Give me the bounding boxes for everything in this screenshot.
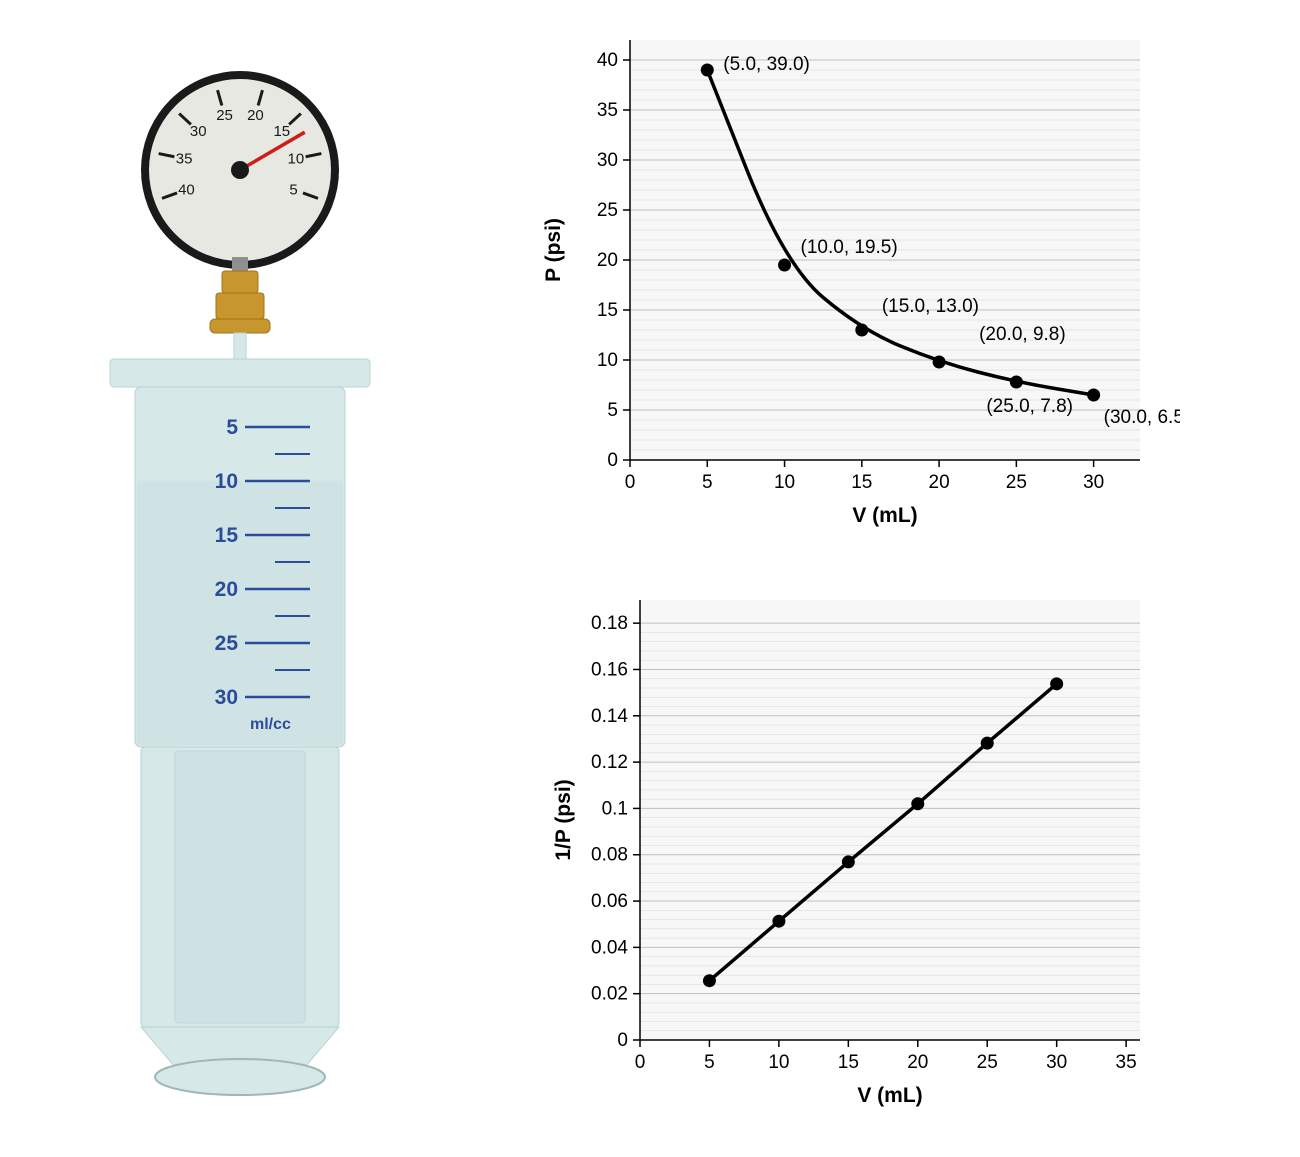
y-tick-label: 0.14: [591, 706, 628, 727]
y-axis-label: 1/P (psi): [552, 779, 575, 860]
syringe-scale-label: 15: [215, 524, 239, 547]
data-point: [981, 737, 994, 750]
syringe-scale-label: 25: [215, 632, 239, 655]
x-tick-label: 25: [1006, 472, 1027, 493]
x-tick-label: 10: [768, 1052, 789, 1073]
point-label: (5.0, 39.0): [723, 54, 810, 75]
data-point: [1010, 376, 1023, 389]
syringe-base: [155, 1059, 325, 1095]
gauge-tick-label: 15: [273, 123, 290, 140]
x-tick-label: 20: [907, 1052, 928, 1073]
data-point: [772, 915, 785, 928]
x-tick-label: 35: [1116, 1052, 1137, 1073]
gauge-tick-label: 10: [288, 151, 305, 168]
data-point: [778, 259, 791, 272]
gauge-hub: [231, 161, 249, 179]
x-tick-label: 20: [929, 472, 950, 493]
chart-p-vs-v: 0 5 10 15 20 25 30 0 5 10 15 20 25 30 35 40 V (mL) P (psi…: [520, 20, 1220, 540]
brass-collar: [210, 319, 270, 333]
x-tick-label: 0: [625, 472, 636, 493]
gauge-tick-label: 35: [176, 151, 193, 168]
syringe-tip: [234, 333, 246, 359]
gauge-tick-label: 20: [247, 107, 264, 124]
x-tick-label: 25: [977, 1052, 998, 1073]
charts-panel: 0 5 10 15 20 25 30 0 5 10 15 20 25 30 35 40 V (mL) P (psi…: [520, 20, 1220, 1120]
figure-container: 5 10 15 20 25 30 35 40 5 10 15 20 25 30 ml/cc 0 5 10 15 20…: [20, 20, 1280, 1120]
y-tick-label: 25: [597, 200, 618, 221]
y-axis-label: P (psi): [542, 218, 565, 282]
chart-p-vs-v-svg: 0 5 10 15 20 25 30 0 5 10 15 20 25 30 35 40 V (mL) P (psi…: [520, 20, 1180, 540]
chart-invp-vs-v-svg: 0 5 10 15 20 25 30 35 0 0.02 0.04 0.06 0.08 0.1 0.12 0.…: [520, 580, 1180, 1120]
data-point: [1050, 677, 1063, 690]
syringe-scale-label: 20: [215, 578, 238, 601]
gauge-tick-label: 40: [178, 181, 195, 198]
x-tick-label: 15: [851, 472, 872, 493]
chart-invp-vs-v: 0 5 10 15 20 25 30 35 0 0.02 0.04 0.06 0.08 0.1 0.12 0.…: [520, 580, 1220, 1120]
y-tick-label: 0: [607, 450, 618, 471]
gauge-tick-label: 5: [289, 181, 297, 198]
data-point: [911, 797, 924, 810]
y-tick-label: 0.18: [591, 613, 628, 634]
y-tick-label: 0.16: [591, 659, 628, 680]
y-tick-label: 15: [597, 300, 618, 321]
x-tick-label: 5: [702, 472, 713, 493]
y-tick-label: 40: [597, 50, 618, 71]
x-tick-label: 30: [1083, 472, 1104, 493]
x-tick-label: 0: [635, 1052, 646, 1073]
y-tick-label: 30: [597, 150, 618, 171]
syringe-scale-label: 5: [226, 416, 238, 439]
brass-fitting: [216, 293, 264, 319]
data-point: [855, 324, 868, 337]
data-point: [701, 64, 714, 77]
point-label: (30.0, 6.5): [1104, 407, 1180, 428]
gauge-tick-label: 30: [190, 123, 207, 140]
y-tick-label: 0.06: [591, 891, 628, 912]
y-tick-label: 20: [597, 250, 618, 271]
y-tick-label: 0.02: [591, 984, 628, 1005]
syringe-illustration: 5 10 15 20 25 30 35 40 5 10 15 20 25 30 ml/cc: [60, 60, 420, 1100]
point-label: (15.0, 13.0): [882, 296, 979, 317]
y-tick-label: 0.04: [591, 937, 628, 958]
x-tick-label: 30: [1046, 1052, 1067, 1073]
syringe-plunger-inner: [175, 751, 305, 1023]
y-tick-label: 5: [607, 400, 618, 421]
data-point: [842, 855, 855, 868]
y-tick-label: 10: [597, 350, 618, 371]
syringe-panel: 5 10 15 20 25 30 35 40 5 10 15 20 25 30 ml/cc: [20, 20, 460, 1100]
gauge-tick-label: 25: [216, 107, 233, 124]
y-tick-label: 0.12: [591, 752, 628, 773]
x-axis-label: V (mL): [857, 1084, 922, 1107]
x-tick-label: 5: [704, 1052, 715, 1073]
syringe-flange: [110, 359, 370, 387]
syringe-plunger-head: [137, 481, 343, 745]
y-tick-label: 0.08: [591, 845, 628, 866]
x-tick-label: 10: [774, 472, 795, 493]
data-point: [703, 974, 716, 987]
syringe-unit-label: ml/cc: [250, 716, 291, 733]
point-label: (25.0, 7.8): [986, 396, 1073, 417]
y-tick-label: 0.1: [602, 798, 628, 819]
data-point: [933, 356, 946, 369]
y-tick-label: 0: [617, 1030, 628, 1051]
x-axis-label: V (mL): [852, 504, 917, 527]
point-label: (20.0, 9.8): [979, 324, 1066, 345]
brass-fitting: [222, 271, 258, 293]
syringe-scale-label: 30: [215, 686, 238, 709]
data-point: [1087, 389, 1100, 402]
syringe-scale-label: 10: [215, 470, 238, 493]
x-tick-label: 15: [838, 1052, 859, 1073]
point-label: (10.0, 19.5): [801, 237, 898, 258]
y-tick-label: 35: [597, 100, 618, 121]
